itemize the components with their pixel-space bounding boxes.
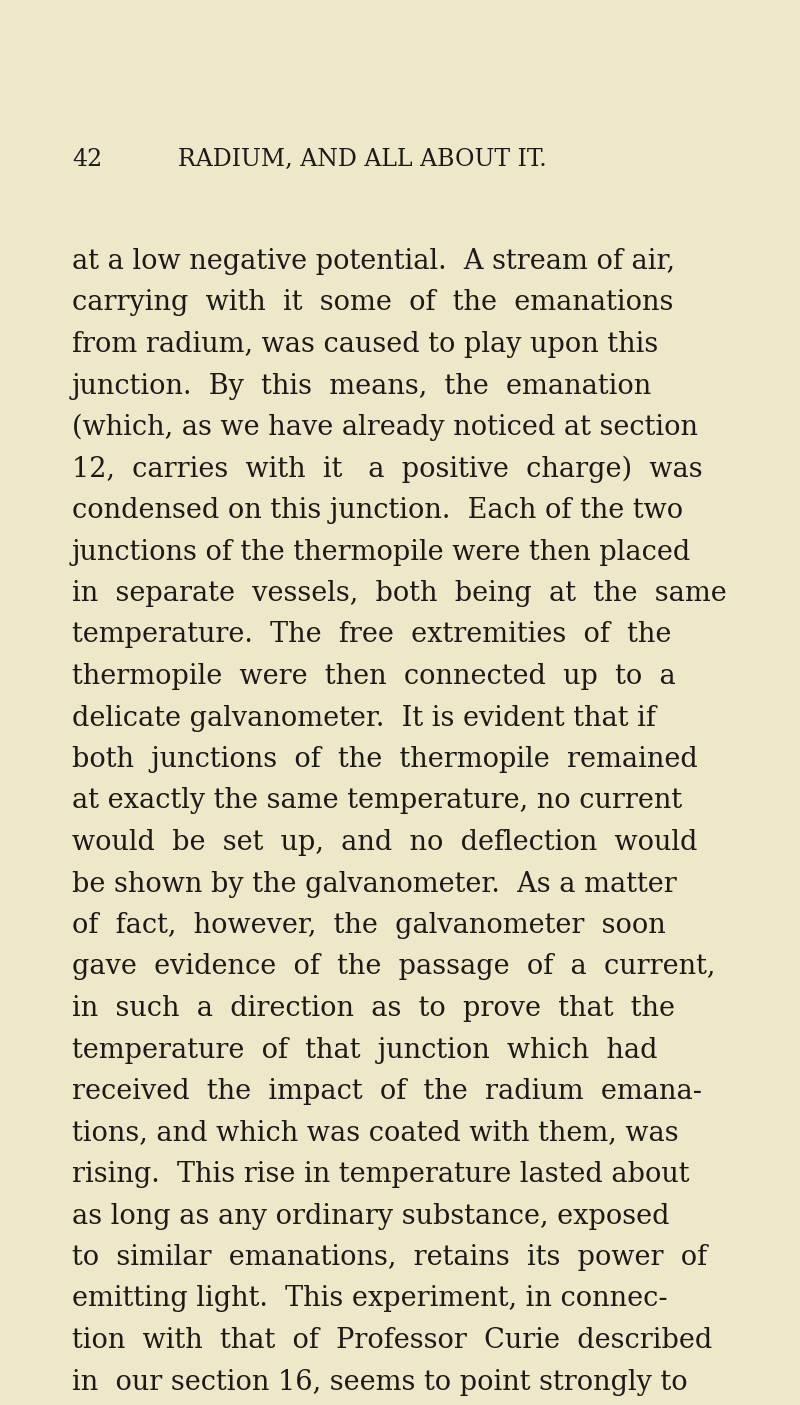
Text: tion  with  that  of  Professor  Curie  described: tion with that of Professor Curie descri… [72,1326,712,1354]
Text: from radium, was caused to play upon this: from radium, was caused to play upon thi… [72,332,658,358]
Text: at a low negative potential.  A stream of air,: at a low negative potential. A stream of… [72,249,675,275]
Text: 42: 42 [72,148,102,171]
Text: emitting light.  This experiment, in connec-: emitting light. This experiment, in conn… [72,1286,668,1312]
Text: of  fact,  however,  the  galvanometer  soon: of fact, however, the galvanometer soon [72,912,666,939]
Text: junctions of the thermopile were then placed: junctions of the thermopile were then pl… [72,538,691,565]
Text: temperature.  The  free  extremities  of  the: temperature. The free extremities of the [72,621,671,649]
Text: junction.  By  this  means,  the  emanation: junction. By this means, the emanation [72,372,652,399]
Text: in  such  a  direction  as  to  prove  that  the: in such a direction as to prove that the [72,995,675,1021]
Text: be shown by the galvanometer.  As a matter: be shown by the galvanometer. As a matte… [72,871,677,898]
Text: in  separate  vessels,  both  being  at  the  same: in separate vessels, both being at the s… [72,580,726,607]
Text: RADIUM, AND ALL ABOUT IT.: RADIUM, AND ALL ABOUT IT. [178,148,546,171]
Text: carrying  with  it  some  of  the  emanations: carrying with it some of the emanations [72,289,674,316]
Text: to  similar  emanations,  retains  its  power  of: to similar emanations, retains its power… [72,1243,707,1272]
Text: temperature  of  that  junction  which  had: temperature of that junction which had [72,1037,658,1064]
Text: would  be  set  up,  and  no  deflection  would: would be set up, and no deflection would [72,829,698,856]
Text: tions, and which was coated with them, was: tions, and which was coated with them, w… [72,1120,678,1146]
Text: gave  evidence  of  the  passage  of  a  current,: gave evidence of the passage of a curren… [72,954,715,981]
Text: both  junctions  of  the  thermopile  remained: both junctions of the thermopile remaine… [72,746,698,773]
Text: received  the  impact  of  the  radium  emana-: received the impact of the radium emana- [72,1078,702,1104]
Text: condensed on this junction.  Each of the two: condensed on this junction. Each of the … [72,497,683,524]
Text: delicate galvanometer.  It is evident that if: delicate galvanometer. It is evident tha… [72,704,656,732]
Text: as long as any ordinary substance, exposed: as long as any ordinary substance, expos… [72,1203,670,1229]
Text: rising.  This rise in temperature lasted about: rising. This rise in temperature lasted … [72,1161,690,1189]
Text: at exactly the same temperature, no current: at exactly the same temperature, no curr… [72,787,682,815]
Text: thermopile  were  then  connected  up  to  a: thermopile were then connected up to a [72,663,676,690]
Text: (which, as we have already noticed at section: (which, as we have already noticed at se… [72,414,698,441]
Text: 12,  carries  with  it   a  positive  charge)  was: 12, carries with it a positive charge) w… [72,455,702,483]
Text: in  our section 16, seems to point strongly to: in our section 16, seems to point strong… [72,1368,688,1395]
